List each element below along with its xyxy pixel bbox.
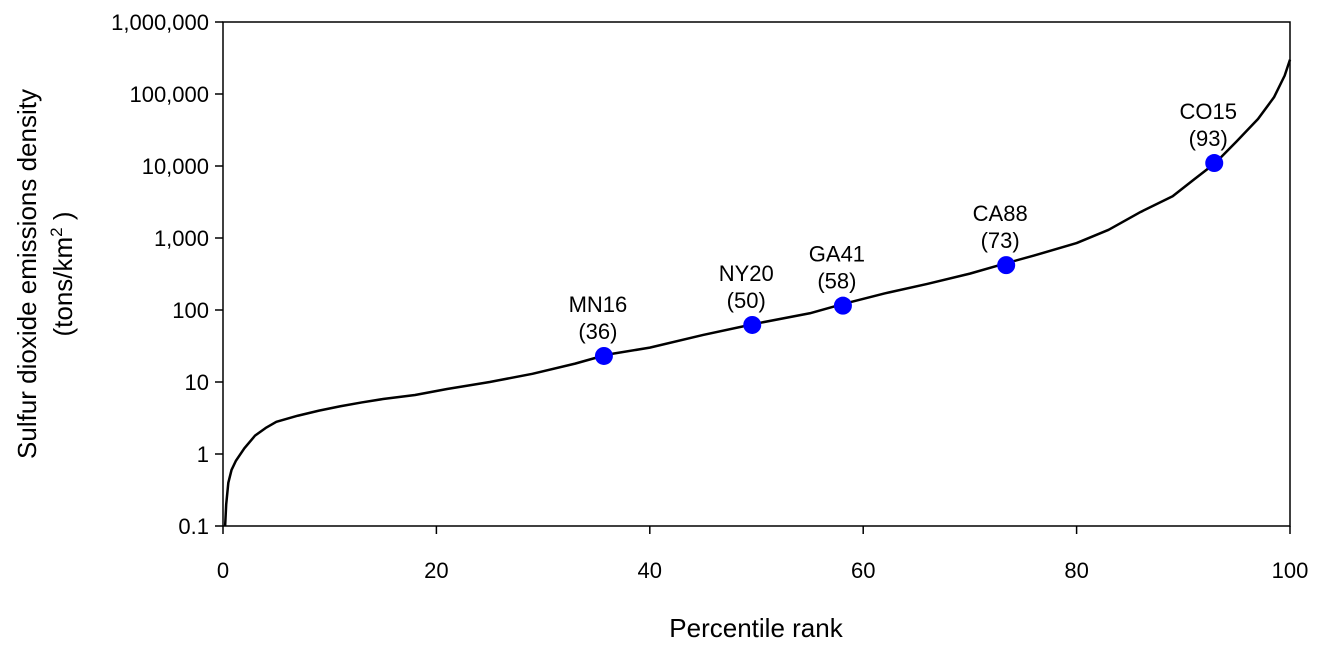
y-tick-label: 1 xyxy=(197,442,209,467)
point-marker-ny20 xyxy=(743,315,762,334)
point-rank-mn16: (36) xyxy=(578,319,617,344)
emissions-curve xyxy=(223,59,1292,527)
point-label-ga41: GA41 xyxy=(809,242,865,267)
x-axis: 0 20 40 60 80 100 xyxy=(217,526,1308,583)
plot-frame xyxy=(222,21,1291,527)
x-tick-label: 40 xyxy=(638,558,662,583)
y-axis: 0.1 1 10 100 1,000 10,000 100,000 1,000,000 xyxy=(111,10,223,539)
point-label-ca88: CA88 xyxy=(973,201,1028,226)
y-axis-title: Sulfur dioxide emissions density xyxy=(12,89,42,459)
point-marker-ca88 xyxy=(997,256,1016,275)
y-tick-label: 0.1 xyxy=(178,514,209,539)
y-tick-label: 1,000 xyxy=(154,226,209,251)
x-tick-label: 20 xyxy=(424,558,448,583)
x-tick-label: 60 xyxy=(851,558,875,583)
x-tick-label: 100 xyxy=(1272,558,1309,583)
y-tick-label: 10 xyxy=(185,370,209,395)
highlighted-points: MN16(36) NY20(50) GA41(58) CA88(73) CO15(93) xyxy=(569,99,1237,365)
y-tick-label: 1,000,000 xyxy=(111,10,209,35)
point-marker-ga41 xyxy=(833,296,852,315)
point-marker-mn16 xyxy=(594,346,613,365)
x-axis-title: Percentile rank xyxy=(669,613,843,643)
y-tick-label: 100,000 xyxy=(129,82,209,107)
y-axis-units-superscript: 2 xyxy=(47,227,66,236)
point-rank-co15: (93) xyxy=(1189,126,1228,151)
x-tick-label: 80 xyxy=(1064,558,1088,583)
point-label-mn16: MN16 xyxy=(569,292,628,317)
y-axis-units-text: (tons/km xyxy=(48,237,78,337)
y-axis-units-close: ) xyxy=(48,211,78,227)
point-marker-co15 xyxy=(1205,154,1224,173)
point-rank-ny20: (50) xyxy=(727,288,766,313)
y-tick-label: 100 xyxy=(172,298,209,323)
point-label-co15: CO15 xyxy=(1180,99,1237,124)
point-rank-ca88: (73) xyxy=(981,228,1020,253)
point-label-ny20: NY20 xyxy=(719,261,774,286)
y-axis-title-units: (tons/km2 ) xyxy=(47,211,78,336)
x-tick-label: 0 xyxy=(217,558,229,583)
y-tick-label: 10,000 xyxy=(142,154,209,179)
point-rank-ga41: (58) xyxy=(817,269,856,294)
